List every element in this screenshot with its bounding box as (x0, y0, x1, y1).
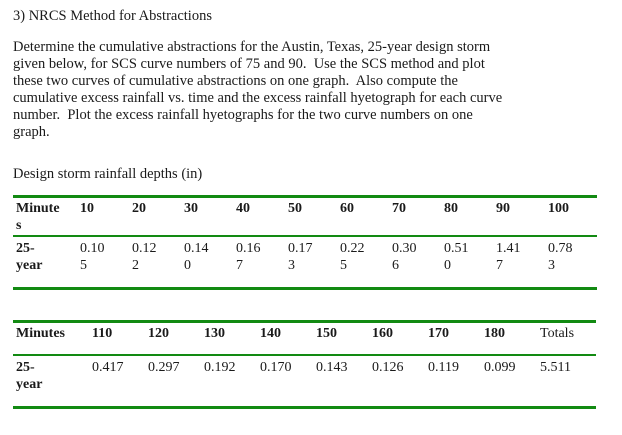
column-header: 40 (233, 196, 285, 237)
column-header: 140 (257, 321, 313, 356)
column-header: 90 (493, 196, 545, 237)
value-cell: 0.30 6 (389, 236, 441, 290)
column-header: 70 (389, 196, 441, 237)
column-header: 120 (145, 321, 201, 356)
rainfall-table-minutes-110-180-totals: Minutes 110 120 130 140 150 160 170 180 … (13, 320, 596, 409)
column-header: 180 (481, 321, 537, 356)
row-label: 25- year (13, 355, 89, 409)
column-header: 20 (129, 196, 181, 237)
value-cell: 1.41 7 (493, 236, 545, 290)
column-header-totals: Totals (537, 321, 596, 356)
value-cell: 0.78 3 (545, 236, 597, 290)
value-cell: 0.119 (425, 355, 481, 409)
column-header: 160 (369, 321, 425, 356)
column-header: 50 (285, 196, 337, 237)
value-cell: 0.10 5 (77, 236, 129, 290)
value-cell: 0.12 2 (129, 236, 181, 290)
column-header: 30 (181, 196, 233, 237)
table-header-row: Minute s 10 20 30 40 50 60 70 80 90 100 (13, 196, 597, 237)
column-header: Minutes (13, 321, 89, 356)
column-header: 60 (337, 196, 389, 237)
column-header: 170 (425, 321, 481, 356)
column-header: 150 (313, 321, 369, 356)
table-row: 25- year 0.10 5 0.12 2 0.14 0 0.16 7 0.1… (13, 236, 597, 290)
rainfall-table-minutes-10-100: Minute s 10 20 30 40 50 60 70 80 90 100 … (13, 195, 597, 290)
problem-title: 3) NRCS Method for Abstractions (13, 8, 212, 24)
table-header-row: Minutes 110 120 130 140 150 160 170 180 … (13, 321, 596, 356)
column-header: 10 (77, 196, 129, 237)
column-header: 130 (201, 321, 257, 356)
problem-statement: Determine the cumulative abstractions fo… (13, 39, 503, 140)
table-caption: Design storm rainfall depths (in) (13, 166, 203, 182)
totals-cell: 5.511 (537, 355, 596, 409)
value-cell: 0.143 (313, 355, 369, 409)
value-cell: 0.417 (89, 355, 145, 409)
column-header: 80 (441, 196, 493, 237)
value-cell: 0.170 (257, 355, 313, 409)
value-cell: 0.126 (369, 355, 425, 409)
value-cell: 0.297 (145, 355, 201, 409)
table-row: 25- year 0.417 0.297 0.192 0.170 0.143 0… (13, 355, 596, 409)
column-header: 110 (89, 321, 145, 356)
value-cell: 0.17 3 (285, 236, 337, 290)
value-cell: 0.16 7 (233, 236, 285, 290)
value-cell: 0.192 (201, 355, 257, 409)
column-header: 100 (545, 196, 597, 237)
column-header: Minute s (13, 196, 77, 237)
value-cell: 0.14 0 (181, 236, 233, 290)
value-cell: 0.099 (481, 355, 537, 409)
row-label: 25- year (13, 236, 77, 290)
value-cell: 0.51 0 (441, 236, 493, 290)
value-cell: 0.22 5 (337, 236, 389, 290)
